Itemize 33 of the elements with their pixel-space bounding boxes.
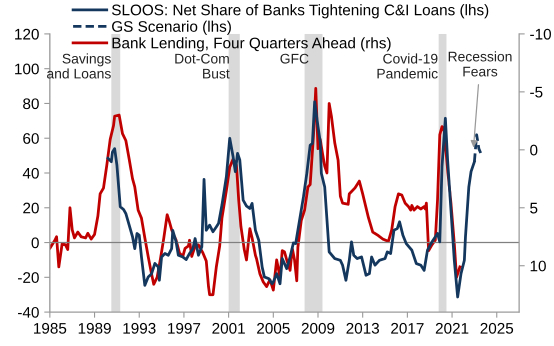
y-tick-label: 120 xyxy=(15,28,39,40)
x-tick-label: 1985 xyxy=(34,322,66,334)
band-label: Covid-19 Pandemic xyxy=(377,53,438,79)
x-tick-label: 2017 xyxy=(391,322,424,334)
x-tick-label: 2021 xyxy=(436,322,468,334)
band-label: GFC xyxy=(280,54,309,64)
y2-tick-label: 10 xyxy=(530,260,546,272)
y-tick-label: 100 xyxy=(15,64,39,74)
y2-tick-label: -5 xyxy=(530,86,542,98)
y2-tick-label: -10 xyxy=(530,28,551,40)
band-label: Savings and Loans xyxy=(47,53,111,79)
x-tick-label: 2009 xyxy=(302,322,334,334)
x-tick-label: 1997 xyxy=(168,322,200,334)
legend-label: SLOOS: Net Share of Banks Tightening C&I Loans (lhs) xyxy=(112,4,488,18)
y-tick-label: 20 xyxy=(23,202,39,214)
annotation: Recession Fears xyxy=(448,51,512,76)
legend-label: Bank Lending, Four Quarters Ahead (rhs) xyxy=(112,37,391,52)
x-tick-label: 1989 xyxy=(78,322,111,334)
y-tick-label: 40 xyxy=(22,168,39,179)
y2-tick-label: 0 xyxy=(530,144,538,156)
y-tick-label: 0 xyxy=(32,237,39,248)
y-tick-label: 80 xyxy=(23,98,39,110)
y-tick-label: -40 xyxy=(18,306,39,318)
x-tick-label: 1993 xyxy=(123,322,156,334)
band-label: Dot-Com Bust xyxy=(175,54,230,79)
y-tick-label: -20 xyxy=(18,272,39,284)
y-tick-label: 60 xyxy=(23,133,39,144)
legend-label: GS Scenario (lhs) xyxy=(112,20,231,35)
x-tick-label: 2013 xyxy=(346,322,380,334)
x-tick-label: 2005 xyxy=(257,322,290,334)
y2-tick-label: 5 xyxy=(530,202,538,214)
x-tick-label: 2025 xyxy=(480,322,514,334)
x-tick-label: 2001 xyxy=(212,322,245,334)
